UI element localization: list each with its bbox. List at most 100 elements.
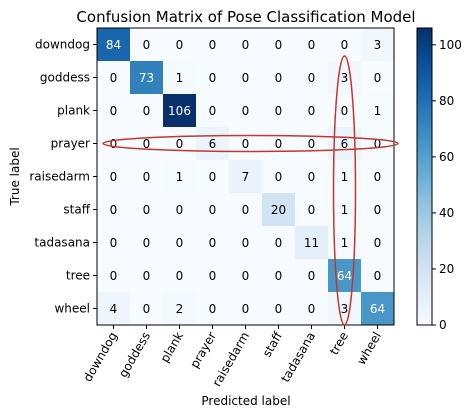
heatmap-cell (262, 226, 295, 259)
heatmap-cell (361, 160, 394, 193)
heatmap-cell (97, 193, 130, 226)
cell-value: 84 (106, 38, 121, 52)
heatmap-cell (328, 94, 361, 127)
cell-value: 2 (176, 302, 184, 316)
heatmap-cell (295, 94, 328, 127)
cell-value: 0 (110, 137, 118, 151)
heatmap-cell (361, 226, 394, 259)
heatmap-cell (196, 61, 229, 94)
heatmap-cell (361, 61, 394, 94)
heatmap-cell (196, 28, 229, 61)
cell-value: 0 (209, 71, 217, 85)
cell-value: 0 (176, 269, 184, 283)
heatmap-cell (97, 61, 130, 94)
heatmap-cell (163, 61, 196, 94)
cell-value: 0 (143, 203, 151, 217)
heatmap-cell (97, 226, 130, 259)
cell-value: 0 (242, 71, 250, 85)
x-tick-label: prayer (187, 329, 219, 370)
heatmap-cell (229, 160, 262, 193)
cell-value: 0 (275, 137, 283, 151)
colorbar-ticks: 0 20 40 60 80 100 (432, 38, 462, 332)
cell-value: 64 (337, 269, 352, 283)
cell-value: 20 (271, 203, 286, 217)
heatmap-cell (196, 127, 229, 160)
cell-value: 0 (176, 38, 184, 52)
cell-value: 0 (209, 104, 217, 118)
cell-value: 0 (308, 104, 316, 118)
cell-value: 0 (308, 137, 316, 151)
cell-value: 0 (209, 38, 217, 52)
cell-value: 4 (110, 302, 118, 316)
cell-value: 0 (275, 71, 283, 85)
cell-value: 106 (168, 104, 191, 118)
cell-value: 0 (308, 38, 316, 52)
x-tick-label: downdog (80, 330, 120, 385)
y-tick-label: prayer (51, 137, 90, 151)
heatmap-cell (130, 259, 163, 292)
y-tick-label: downdog (35, 38, 90, 52)
colorbar-tick-label: 0 (439, 318, 447, 332)
heatmap-cell (229, 193, 262, 226)
heatmap-cell (262, 160, 295, 193)
cell-value: 0 (308, 269, 316, 283)
heatmap-cell (262, 127, 295, 160)
cell-value: 73 (139, 71, 154, 85)
heatmap-cell (196, 160, 229, 193)
cell-value: 0 (143, 38, 151, 52)
heatmap-cell (229, 94, 262, 127)
cell-value: 0 (176, 203, 184, 217)
heatmap-cell (130, 61, 163, 94)
heatmap-cell (328, 259, 361, 292)
heatmap-cell (262, 259, 295, 292)
heatmap-cell (130, 193, 163, 226)
heatmap-cell (229, 127, 262, 160)
cell-value: 64 (370, 302, 385, 316)
cell-value: 6 (341, 137, 349, 151)
heatmap-cell (163, 193, 196, 226)
cell-value: 1 (176, 170, 184, 184)
cell-value: 0 (110, 236, 118, 250)
cell-value: 1 (374, 104, 382, 118)
heatmap-cell (97, 94, 130, 127)
cell-value: 0 (242, 38, 250, 52)
y-tick-label: staff (63, 203, 90, 217)
cell-value: 0 (308, 302, 316, 316)
heatmap-cell (130, 28, 163, 61)
heatmap-cell (163, 94, 196, 127)
cell-value: 0 (143, 236, 151, 250)
heatmap-cell (295, 61, 328, 94)
cell-value: 0 (110, 203, 118, 217)
cell-value: 0 (374, 170, 382, 184)
cell-value: 0 (275, 104, 283, 118)
heatmap-cell (229, 226, 262, 259)
heatmap-cell (163, 28, 196, 61)
cell-value: 0 (275, 38, 283, 52)
highlight-ellipse-column-tree (332, 55, 357, 326)
y-tick-label: plank (57, 104, 90, 118)
heatmap-cell (295, 160, 328, 193)
heatmap-cell (97, 160, 130, 193)
heatmap-cell (328, 61, 361, 94)
cell-value: 0 (176, 236, 184, 250)
cell-value: 0 (275, 269, 283, 283)
heatmap-cell (262, 94, 295, 127)
heatmap-cell (163, 160, 196, 193)
y-axis-label: True label (8, 147, 22, 206)
heatmap-cell (262, 193, 295, 226)
cell-value: 0 (374, 236, 382, 250)
cell-value: 0 (110, 71, 118, 85)
colorbar-tick-label: 40 (439, 206, 454, 220)
cell-value: 0 (242, 137, 250, 151)
cell-value: 0 (308, 71, 316, 85)
colorbar (416, 27, 433, 326)
heatmap-cell (196, 193, 229, 226)
heatmap-cell (295, 259, 328, 292)
heatmap-cell (196, 292, 229, 325)
cell-value: 0 (374, 71, 382, 85)
cell-value: 1 (341, 170, 349, 184)
cell-value: 11 (304, 236, 319, 250)
heatmap-cell (262, 61, 295, 94)
heatmap-cell (130, 127, 163, 160)
